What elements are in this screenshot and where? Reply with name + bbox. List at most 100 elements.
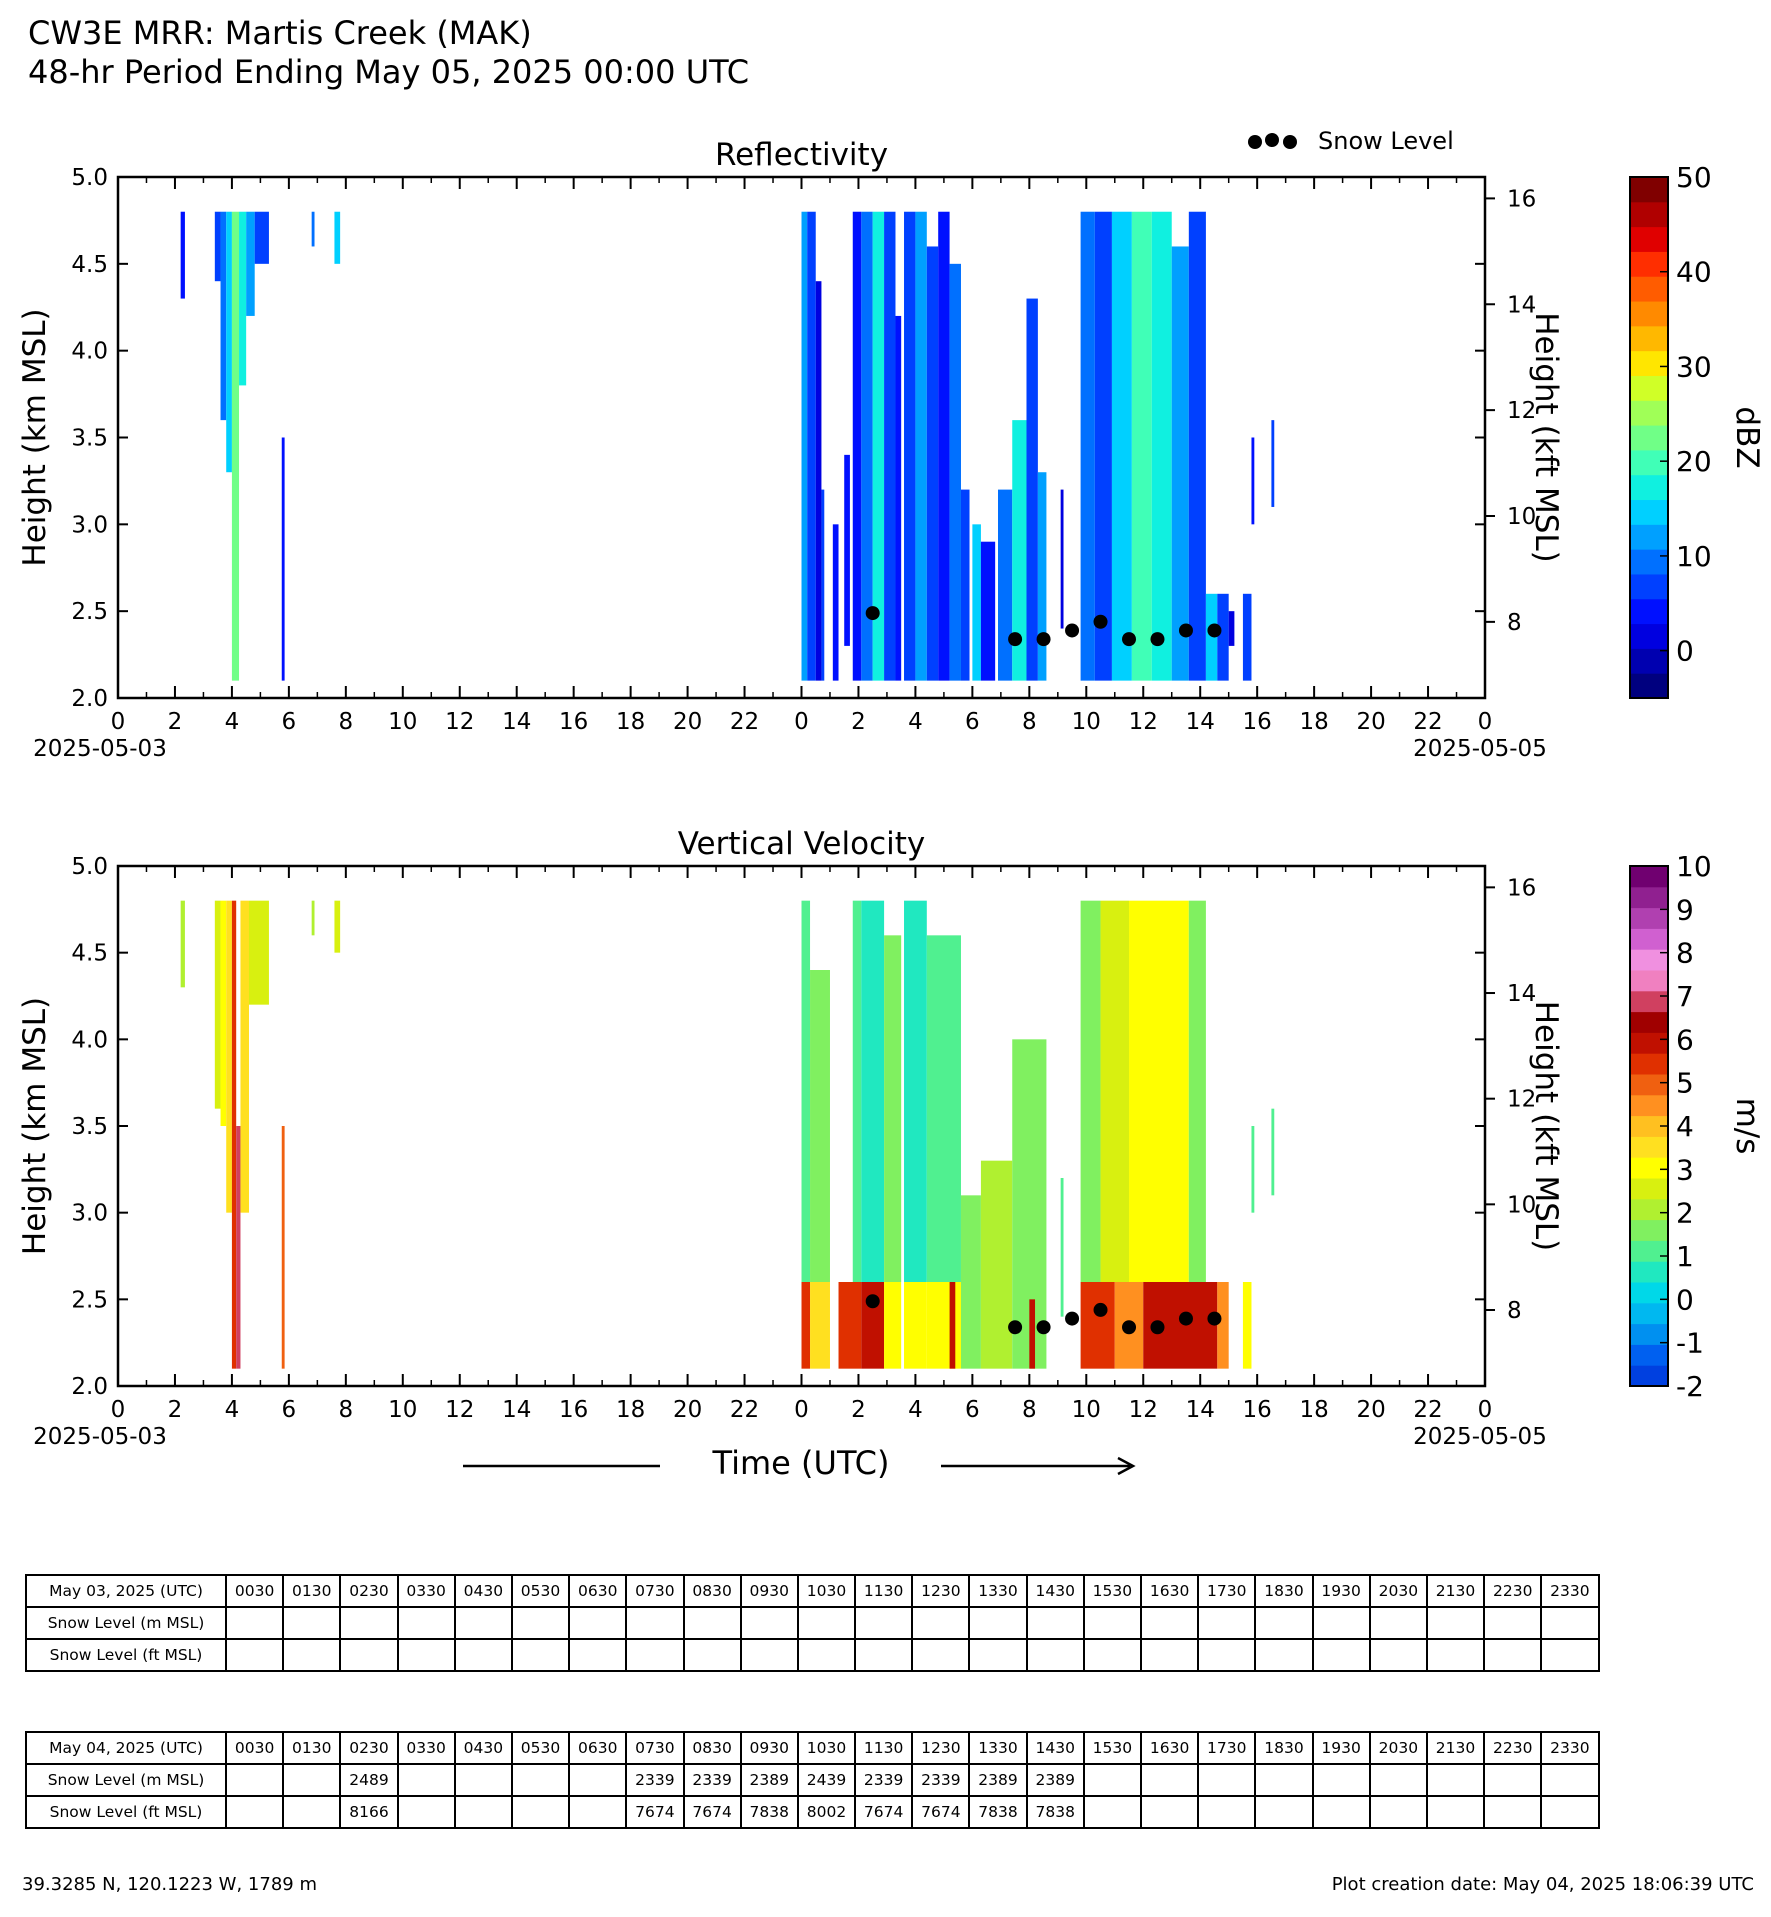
snow-level-table-may03: May 03, 2025 (UTC) 0030 0130 0230 0330 0430 05… <box>25 1574 1600 1672</box>
echo-column <box>231 900 237 1369</box>
table-value-cell: 2339 <box>854 1763 914 1797</box>
echo-column <box>861 900 885 1282</box>
table-value-cell: 7674 <box>911 1795 971 1829</box>
echo-column <box>281 1126 285 1369</box>
table-time-cell: 2030 <box>1368 1731 1428 1765</box>
echo-column <box>949 1282 956 1369</box>
colorbar-tick-label: 6 <box>1676 1023 1694 1056</box>
y-right-tick-label: 14 <box>1507 292 1536 318</box>
table-time-cell: 1830 <box>1254 1731 1314 1765</box>
colorbar-segment <box>1630 251 1668 277</box>
echo-column <box>1080 900 1101 1282</box>
table-value-cell <box>282 1763 342 1797</box>
table-value-cell <box>568 1763 628 1797</box>
echo-column <box>926 935 961 1282</box>
colorbar-segment <box>1630 400 1668 426</box>
snow-level-dot <box>1207 1311 1222 1326</box>
x-tick-label: 0 <box>794 709 809 735</box>
colorbar-tick-label: 10 <box>1676 850 1712 883</box>
table-header-row: May 04, 2025 (UTC) 0030 0130 0230 0330 0430 05… <box>25 1731 1600 1765</box>
echo-column <box>915 211 927 681</box>
colorbar-segment <box>1630 276 1668 302</box>
colorbar-segment <box>1630 1094 1668 1117</box>
echo-column <box>231 211 240 681</box>
table-value-cell <box>453 1606 513 1640</box>
mrr-plots: Reflectivity 2.0 2.5 3.0 3.5 4.0 4.5 5.0 Height … <box>17 127 1765 1482</box>
table-time-cell: 0830 <box>682 1574 742 1608</box>
table-row: Snow Level (ft MSL) 8166 7674 7674 7838 8002 7… <box>25 1795 1600 1829</box>
table-value-cell <box>1254 1795 1314 1829</box>
table-time-cell: 0130 <box>282 1574 342 1608</box>
colorbar-tick-label: -1 <box>1676 1327 1704 1360</box>
y-axis-label: Height (km MSL) <box>17 308 53 566</box>
table-value-cell <box>568 1606 628 1640</box>
x-tick-label: 22 <box>730 709 759 735</box>
echo-column <box>214 900 221 1109</box>
y-tick-label: 2.0 <box>71 686 108 712</box>
colorbar-segment <box>1630 623 1668 649</box>
y-right-tick-label: 10 <box>1507 1192 1536 1218</box>
colorbar-segment <box>1630 449 1668 476</box>
table-value-cell <box>568 1795 628 1829</box>
echo-column <box>180 900 185 988</box>
colorbar-segment <box>1630 1178 1668 1200</box>
table-value-cell <box>1311 1638 1371 1672</box>
table-value-cell <box>282 1795 342 1829</box>
table-time-cell: 0330 <box>396 1574 456 1608</box>
x-tick-label: 18 <box>1299 1397 1328 1423</box>
snow-level-dot <box>1207 623 1222 638</box>
echo-column <box>239 211 247 386</box>
echo-column <box>1080 211 1095 681</box>
table-time-cell: 1730 <box>1197 1731 1257 1765</box>
y-tick-label: 4.5 <box>71 252 108 278</box>
page-title: CW3E MRR: Martis Creek (MAK) <box>28 14 532 52</box>
y-tick-label: 3.0 <box>71 1201 108 1227</box>
snow-level-dot <box>1122 632 1137 647</box>
y-tick-label: 2.5 <box>71 1287 108 1313</box>
x-tick-label: 4 <box>908 1397 923 1423</box>
snow-level-dot <box>865 1294 880 1309</box>
table-value-cell: 2439 <box>796 1763 857 1797</box>
colorbar-frame <box>1629 176 1669 699</box>
echo-column <box>220 900 227 1126</box>
table-value-cell <box>282 1638 342 1672</box>
table-value-cell <box>1540 1795 1600 1829</box>
legend-snow-label: Snow Level <box>1318 127 1454 155</box>
y-tick-label: 4.0 <box>71 1027 108 1053</box>
table-value-cell <box>224 1606 285 1640</box>
echo-column <box>949 263 961 681</box>
echo-column <box>1129 900 1189 1282</box>
table-time-cell: 2130 <box>1425 1574 1486 1608</box>
colorbar-segment <box>1630 375 1668 401</box>
table-time-cell: 0230 <box>339 1574 399 1608</box>
echo-column <box>1060 489 1064 629</box>
table-time-cell: 1630 <box>1139 1574 1200 1608</box>
table-time-cell: 2230 <box>1483 1731 1543 1765</box>
echo-column <box>884 1282 902 1369</box>
y-tick-label: 4.0 <box>71 339 108 365</box>
y-right-axis-label: Height (kft MSL) <box>1528 1001 1564 1252</box>
table-value-cell <box>1483 1638 1543 1672</box>
table-time-cell: 0530 <box>510 1574 571 1608</box>
echo-column <box>884 935 902 1282</box>
table-time-cell: 1130 <box>854 1574 914 1608</box>
y-axis-label: Height (km MSL) <box>17 997 53 1255</box>
table-date-header: May 04, 2025 (UTC) <box>25 1731 227 1765</box>
echo-column <box>1131 211 1152 681</box>
colorbar-segment <box>1630 201 1668 228</box>
echo-column <box>980 541 996 681</box>
colorbar-tick-label: 10 <box>1676 540 1712 573</box>
echo-column <box>214 211 221 282</box>
site-location: 39.3285 N, 120.1223 W, 1789 m <box>22 1874 317 1895</box>
colorbar-segment <box>1630 949 1668 971</box>
table-value-cell <box>1082 1606 1143 1640</box>
echo-column <box>801 1282 811 1369</box>
table-value-cell <box>911 1638 971 1672</box>
snow-level-dot <box>865 606 880 621</box>
table-value-cell <box>510 1795 571 1829</box>
table-value-cell <box>1540 1606 1600 1640</box>
table-time-cell: 1630 <box>1139 1731 1200 1765</box>
table-value-cell <box>1368 1763 1428 1797</box>
colorbar-segment <box>1630 177 1668 203</box>
echo-column <box>998 489 1013 681</box>
